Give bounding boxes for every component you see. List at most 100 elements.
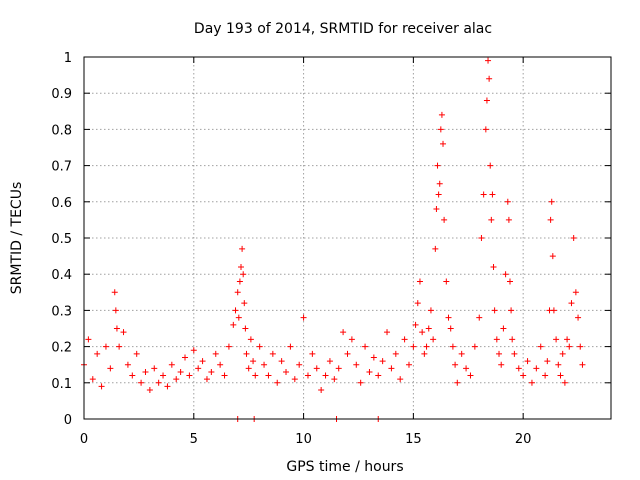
data-point (572, 289, 579, 296)
data-point (177, 368, 184, 375)
data-point (471, 343, 478, 350)
data-point (379, 358, 386, 365)
data-point (151, 365, 158, 372)
data-point (486, 75, 493, 82)
data-point (419, 329, 426, 336)
data-point (437, 126, 444, 133)
data-point (440, 140, 447, 147)
data-point (436, 180, 443, 187)
data-point (283, 368, 290, 375)
data-point (488, 216, 495, 223)
data-point (239, 245, 246, 252)
data-point (102, 343, 109, 350)
data-point (331, 376, 338, 383)
y-tick-label: 0.4 (51, 268, 72, 283)
data-point (476, 314, 483, 321)
x-tick-label: 10 (295, 432, 312, 447)
data-point (520, 372, 527, 379)
data-point (116, 343, 123, 350)
data-point (480, 191, 487, 198)
data-point (561, 379, 568, 386)
x-axis-title: GPS time / hours (286, 459, 403, 475)
data-point (490, 263, 497, 270)
data-point (553, 336, 560, 343)
data-point (504, 198, 511, 205)
data-point (557, 372, 564, 379)
y-tick-label: 0.2 (51, 341, 72, 356)
data-point (542, 372, 549, 379)
data-point (487, 162, 494, 169)
data-point (412, 321, 419, 328)
data-point (362, 343, 369, 350)
data-point (505, 216, 512, 223)
y-tick-label: 0.5 (51, 232, 72, 247)
data-point (432, 245, 439, 252)
data-point (232, 307, 239, 314)
data-point (326, 358, 333, 365)
data-point (190, 347, 197, 354)
data-point (392, 350, 399, 357)
data-point (322, 372, 329, 379)
data-point (435, 191, 442, 198)
data-point (579, 361, 586, 368)
data-point (537, 343, 544, 350)
data-point (498, 361, 505, 368)
data-point (186, 372, 193, 379)
grid-layer (84, 57, 611, 419)
data-point (427, 307, 434, 314)
data-point (528, 379, 535, 386)
data-point (199, 358, 206, 365)
data-point (544, 358, 551, 365)
y-tick-label: 0.8 (51, 123, 72, 138)
data-point (506, 278, 513, 285)
data-point (508, 307, 515, 314)
data-point (230, 321, 237, 328)
data-point (160, 372, 167, 379)
data-point (421, 350, 428, 357)
data-point (247, 336, 254, 343)
data-point (566, 343, 573, 350)
y-axis-title: SRMTID / TECUs (9, 182, 25, 295)
data-point (203, 376, 210, 383)
data-point (366, 368, 373, 375)
data-point (430, 336, 437, 343)
data-point (401, 336, 408, 343)
data-point (414, 300, 421, 307)
data-point (405, 361, 412, 368)
data-point (467, 372, 474, 379)
data-point (225, 343, 232, 350)
data-point (245, 365, 252, 372)
data-point (241, 300, 248, 307)
data-point (454, 379, 461, 386)
data-point (318, 387, 325, 394)
y-tick-label: 0.9 (51, 87, 72, 102)
data-point (313, 365, 320, 372)
data-point (357, 379, 364, 386)
data-point (300, 314, 307, 321)
data-point (256, 343, 263, 350)
data-point (212, 350, 219, 357)
x-tick-label: 5 (190, 432, 198, 447)
data-point (221, 372, 228, 379)
data-point (559, 350, 566, 357)
data-point (296, 361, 303, 368)
data-point (463, 365, 470, 372)
data-point (182, 354, 189, 361)
data-point (438, 111, 445, 118)
data-point (142, 368, 149, 375)
data-point (250, 358, 257, 365)
data-point (564, 336, 571, 343)
data-point (242, 325, 249, 332)
data-point (485, 57, 492, 64)
data-point (217, 361, 224, 368)
series-SRMTID (81, 57, 586, 394)
data-point (353, 361, 360, 368)
data-point (85, 336, 92, 343)
data-point (500, 325, 507, 332)
data-point (129, 372, 136, 379)
data-point (208, 368, 215, 375)
data-point (410, 343, 417, 350)
data-point (458, 350, 465, 357)
data-point (164, 383, 171, 390)
